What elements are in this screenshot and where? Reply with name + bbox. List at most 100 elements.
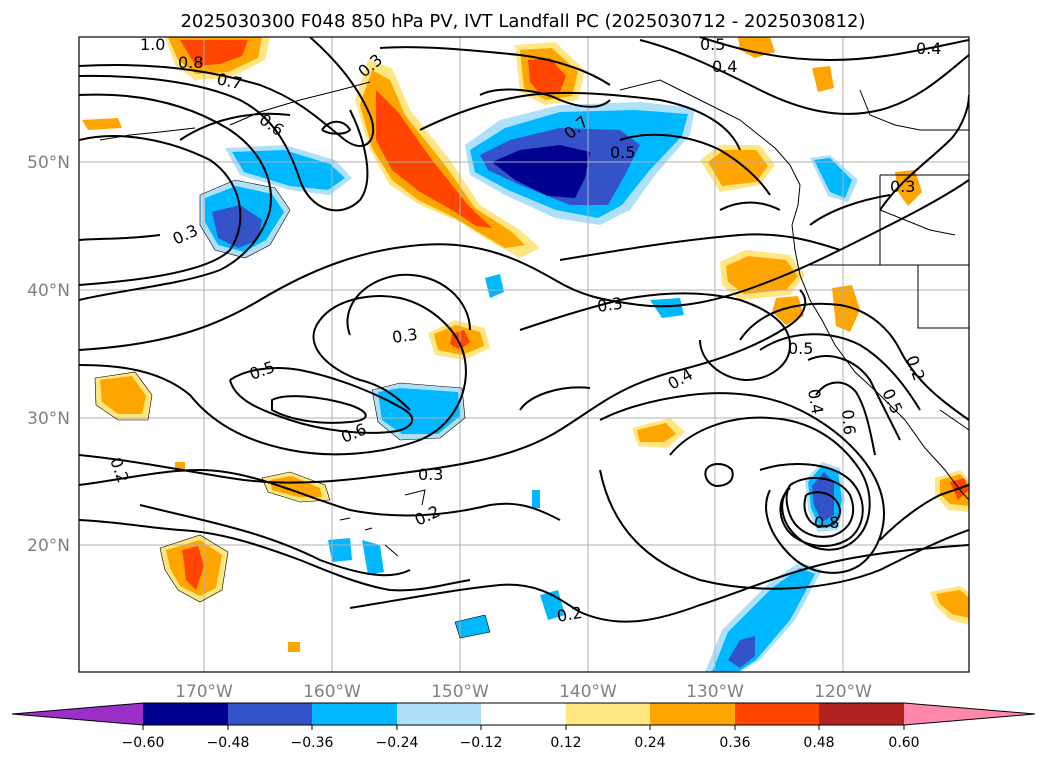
contour-line [519,386,591,411]
contour-line [229,367,414,434]
positive-anomaly [82,118,122,130]
contour-label: 0.8 [178,53,203,72]
lat-label: 50°N [27,153,70,173]
lat-label: 40°N [27,281,70,301]
positive-anomaly [895,170,922,206]
colorbar-segment [481,703,566,725]
contour-line [803,491,841,528]
positive-anomaly [832,285,860,332]
colorbar-segment [650,703,735,725]
contour-line [599,392,885,574]
contour-line [79,93,272,301]
ivt-contours [79,37,969,623]
colorbar-segment [143,703,228,725]
positive-anomaly [270,476,322,497]
contour-line [321,120,351,135]
positive-anomaly [180,40,248,66]
contour-label: 0.3 [391,325,419,347]
contour-line [669,416,871,551]
positive-anomaly [726,256,798,294]
contour-line [879,484,969,541]
colorbar: −0.60 −0.48 −0.36 −0.24 −0.12 0.12 0.24 … [11,702,1036,751]
lon-label: 160°W [303,682,361,702]
colorbar-tick-label: −0.36 [291,735,334,751]
positive-anomaly [772,296,804,325]
contour-label: 0.3 [890,177,915,196]
contour-line [639,39,969,115]
colorbar-tick-label: −0.12 [460,735,503,751]
positive-anomaly [100,376,146,414]
contour-line [879,94,969,211]
negative-anomaly [728,636,755,668]
contour-line [807,355,901,441]
contour-line [619,133,771,196]
contour-line [479,88,611,108]
lat-label: 30°N [27,409,70,429]
colorbar-tick-label: 0.60 [888,735,919,751]
contour-line [815,381,876,456]
latitude-labels: 50°N 40°N 30°N 20°N [27,153,70,556]
positive-anomaly [528,58,566,94]
contour-line [704,463,734,487]
contour-line [599,469,969,590]
contour-line [79,289,807,484]
map-title: 2025030300 F048 850 hPa PV, IVT Landfall… [180,11,865,32]
colorbar-tick-label: −0.60 [122,735,165,751]
contour-line [179,112,291,141]
contour-line [79,179,969,351]
lon-label: 130°W [686,682,744,702]
contour-line [79,519,471,592]
positive-anomaly [812,66,834,92]
longitude-labels: 170°W 160°W 150°W 140°W 130°W 120°W [175,682,872,702]
colorbar-segment [566,703,650,725]
contour-label: 1.0 [140,35,165,54]
contour-line [79,135,242,286]
lat-label: 20°N [27,536,70,556]
contour-label: 0.8 [814,513,839,532]
contour-line [699,37,969,61]
contour-label: 0.5 [788,339,813,358]
contour-label: 0.6 [838,409,859,436]
positive-anomaly [708,150,768,186]
colorbar-extend-min [12,703,143,725]
colorbar-tick-label: 0.12 [550,735,581,751]
contour-label: 0.7 [215,69,244,93]
contour-label: 0.2 [555,603,583,626]
contour-line [139,504,411,577]
positive-anomaly [288,642,300,652]
lon-label: 140°W [559,682,617,702]
negative-anomaly [532,490,540,508]
contour-line [346,273,471,336]
contour-label: 0.5 [610,143,635,162]
contour-line [79,37,375,147]
contour-label: 0.5 [700,35,725,54]
contour-label: 0.4 [804,387,827,415]
colorbar-ticks [142,725,905,730]
contour-line [519,292,791,381]
contour-line [379,46,611,86]
negative-anomaly [485,274,504,298]
contour-line [79,469,561,521]
negative-anomaly [328,538,352,562]
map-panel: 1.0 0.8 0.7 0.6 0.5 0.4 0.4 0.7 0.5 0.3 … [78,35,970,673]
contour-line [759,463,864,547]
lon-label: 120°W [814,682,872,702]
contour-label: 0.3 [596,294,624,316]
positive-anomaly [936,590,969,618]
positive-anomaly [376,90,492,228]
contour-label: 0.3 [418,465,443,484]
negative-anomaly [362,540,384,575]
colorbar-segment [228,703,312,725]
map-frame [78,36,970,673]
colorbar-tick-label: −0.48 [207,735,250,751]
contour-line [559,233,841,261]
contour-line [349,544,969,623]
colorbar-tick-label: 0.48 [803,735,834,751]
colorbar-segment [735,703,819,725]
contour-line [809,194,891,226]
coastlines [99,79,969,557]
colorbar-tick-label: 0.36 [719,735,750,751]
colorbar-extend-max [904,703,1035,725]
contour-line [419,91,741,151]
